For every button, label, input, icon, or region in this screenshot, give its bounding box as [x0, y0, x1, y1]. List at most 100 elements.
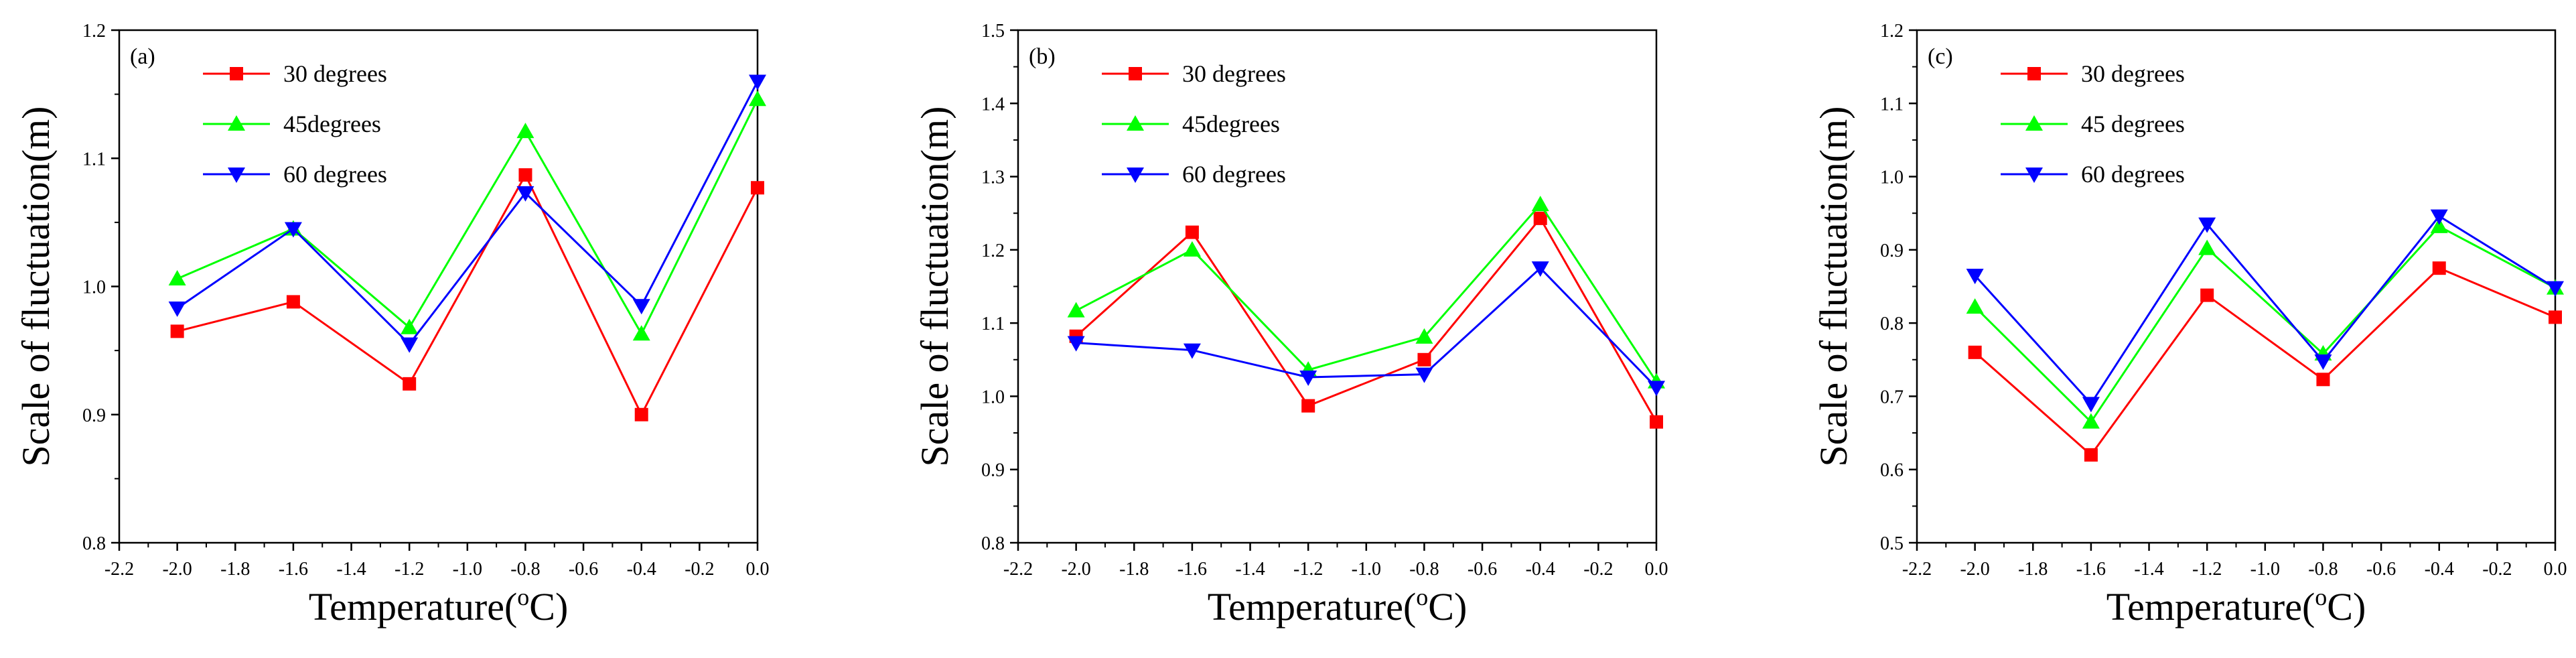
y-tick-label: 1.1 [981, 314, 1005, 334]
x-axis-title-superscript: o [2315, 584, 2327, 610]
x-axis-title: Temperature(oC) [309, 584, 569, 629]
x-tick-label: -0.2 [2482, 559, 2512, 580]
data-point-series-2 [1966, 298, 1984, 314]
x-tick-label: -1.0 [2250, 559, 2280, 580]
x-tick-label: 0.0 [746, 559, 770, 580]
data-point-series-3 [1415, 367, 1433, 383]
panel-label: (a) [130, 44, 155, 69]
data-point-series-3 [2082, 397, 2100, 413]
data-point-series-2 [749, 90, 766, 107]
series-line-1 [1974, 267, 2556, 457]
data-point-series-3 [2430, 209, 2448, 225]
panel-1: -2.2 -2.0 -1.8 -1.6 -1.4 -1.2 -1.0 -0.8 -0.6 -0.4… [14, 21, 770, 629]
data-point-series-3 [749, 74, 766, 90]
x-tick-label: -1.2 [1293, 559, 1323, 580]
series-line-1 [1075, 216, 1658, 423]
y-axis-title: Scale of fluctuation(m) [913, 107, 956, 467]
x-axis-title-unit: C) [1428, 585, 1467, 629]
data-point-series-1 [634, 407, 648, 421]
y-tick-label: 0.8 [981, 533, 1005, 554]
data-point-series-2 [1183, 241, 1201, 257]
x-tick-label: -1.6 [279, 559, 308, 580]
data-point-series-3 [1299, 371, 1317, 387]
y-tick-label: 1.2 [1880, 21, 1904, 42]
y-tick-label: 1.0 [82, 277, 106, 298]
x-axis-title-superscript: o [1416, 584, 1428, 610]
data-point-series-1 [286, 295, 300, 309]
y-tick-label: 1.5 [981, 21, 1005, 42]
x-tick-label: -2.0 [1061, 559, 1090, 580]
data-point-series-1 [518, 168, 532, 182]
data-point-series-2 [2198, 239, 2216, 255]
x-tick-label: 0.0 [2544, 559, 2567, 580]
data-point-series-2 [1531, 196, 1549, 212]
y-tick-label: 0.9 [82, 405, 106, 426]
data-point-series-3 [2314, 354, 2332, 370]
x-tick-label: -1.8 [1119, 559, 1149, 580]
y-tick-label: 0.6 [1880, 460, 1904, 481]
series-line-2 [1974, 225, 2556, 424]
series-line-3 [176, 80, 759, 346]
data-point-series-1 [1650, 415, 1663, 429]
data-point-series-2 [401, 318, 419, 334]
y-tick-label: 0.9 [981, 460, 1005, 481]
x-tick-label: -0.6 [569, 559, 598, 580]
x-tick-label: -1.2 [2192, 559, 2222, 580]
x-axis-title: Temperature(oC) [2106, 584, 2366, 629]
data-point-series-1 [170, 324, 184, 338]
data-point-series-1 [1301, 399, 1315, 413]
y-tick-label: 1.4 [981, 94, 1005, 115]
data-point-series-1 [403, 377, 417, 391]
data-point-series-3 [632, 299, 650, 315]
data-point-series-3 [1966, 269, 1984, 285]
x-tick-label: -2.0 [162, 559, 192, 580]
legend-marker [1127, 115, 1144, 131]
x-tick-label: -1.8 [220, 559, 250, 580]
data-point-series-1 [2316, 373, 2330, 387]
panel-2: -2.2 -2.0 -1.8 -1.6 -1.4 -1.2 -1.0 -0.8 -0.6 -0.4… [913, 21, 1668, 629]
x-tick-label: -0.8 [2308, 559, 2338, 580]
data-point-series-3 [516, 186, 534, 202]
x-tick-label: -2.2 [1902, 559, 1932, 580]
x-tick-label: -1.6 [2076, 559, 2106, 580]
data-point-series-2 [168, 270, 186, 286]
y-axis-title: Scale of fluctuation(m) [14, 107, 58, 467]
legend-label: 45degrees [283, 111, 381, 137]
legend-marker [1127, 168, 1144, 183]
legend-marker [1129, 67, 1142, 80]
y-axis-title: Scale of fluctuation(m) [1812, 107, 1855, 467]
legend-label: 30 degrees [283, 60, 387, 87]
legend-label: 60 degrees [2081, 161, 2185, 188]
legend-marker [230, 67, 243, 80]
series-line-2 [177, 98, 759, 336]
y-tick-label: 1.0 [1880, 168, 1904, 188]
panel-label: (c) [1928, 44, 1953, 69]
data-point-series-2 [1067, 302, 1085, 318]
plot-frame [1916, 29, 2557, 544]
x-axis-title-main: Temperature( [2106, 585, 2315, 629]
x-tick-label: 0.0 [1645, 559, 1668, 580]
x-tick-label: -1.6 [1177, 559, 1207, 580]
legend-marker [2027, 67, 2041, 80]
data-point-series-1 [2200, 288, 2214, 302]
legend-label: 60 degrees [283, 161, 387, 188]
legend-marker [228, 115, 245, 131]
data-point-series-2 [1415, 328, 1433, 344]
x-axis-title-unit: C) [529, 585, 568, 629]
data-point-series-2 [2430, 217, 2448, 233]
data-point-series-3 [1183, 343, 1201, 359]
x-axis-title-unit: C) [2327, 585, 2366, 629]
series-line-2 [1075, 202, 1658, 383]
legend-marker [2025, 168, 2043, 183]
legend-label: 30 degrees [1182, 60, 1286, 87]
data-point-series-3 [1067, 336, 1085, 352]
data-point-series-1 [2549, 310, 2562, 324]
data-point-series-3 [401, 337, 419, 353]
y-tick-label: 1.1 [82, 149, 106, 170]
x-tick-label: -1.0 [1352, 559, 1381, 580]
data-point-series-1 [1185, 225, 1199, 239]
x-tick-label: -0.8 [1409, 559, 1439, 580]
x-tick-label: -0.6 [2366, 559, 2396, 580]
data-point-series-1 [2432, 261, 2446, 275]
data-point-series-3 [2547, 281, 2564, 297]
